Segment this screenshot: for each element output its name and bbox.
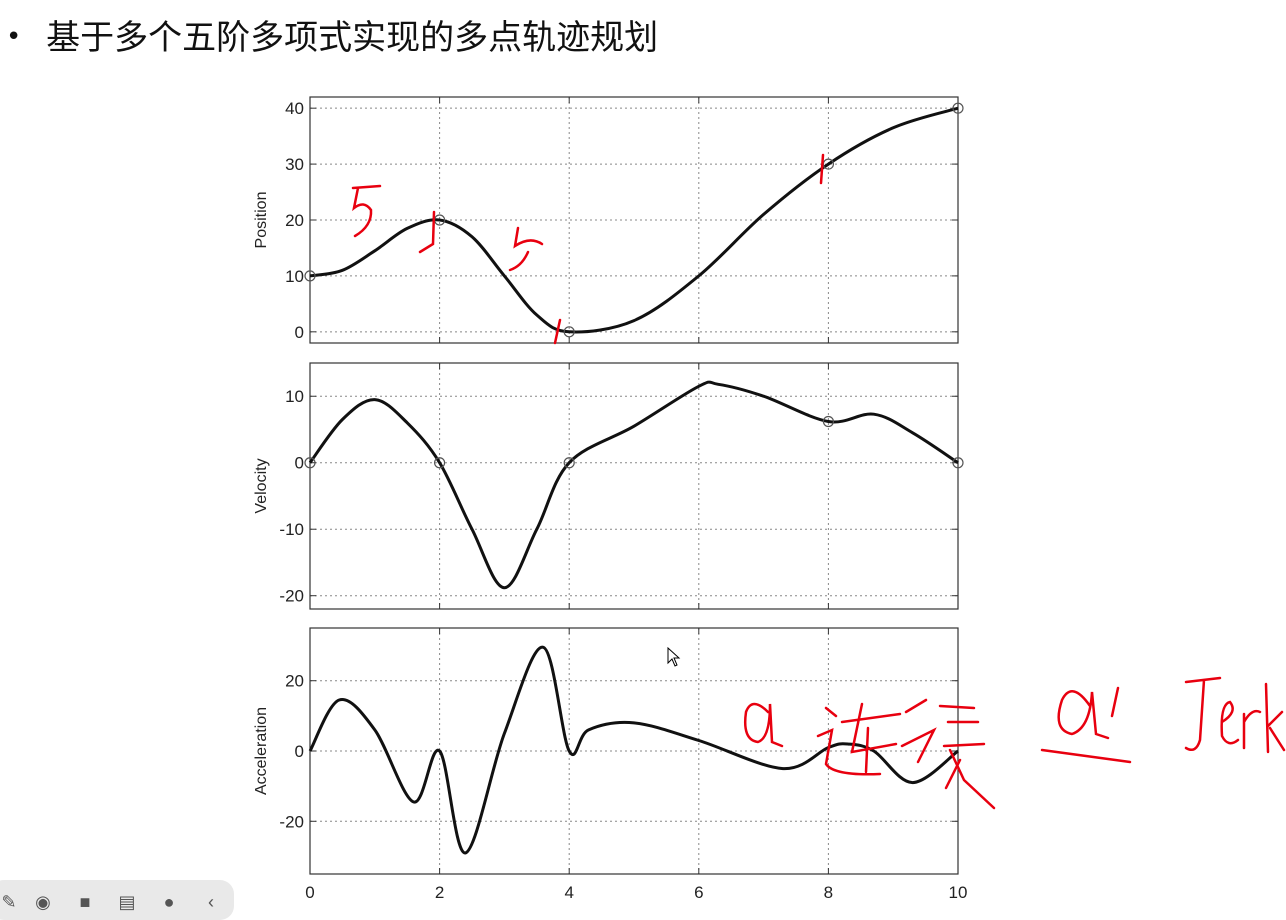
handwritten-a-stroke bbox=[744, 702, 784, 748]
y-tick-label: 30 bbox=[285, 155, 304, 174]
y-tick-label: 10 bbox=[285, 267, 304, 286]
x-tick-label: 10 bbox=[949, 883, 968, 902]
screenshot-icon[interactable]: ◉ bbox=[35, 892, 51, 912]
handwritten-tick-mark bbox=[418, 210, 436, 254]
y-axis-label: Velocity bbox=[253, 458, 270, 513]
axes-frame bbox=[309, 362, 959, 610]
y-axis-label: Acceleration bbox=[253, 707, 270, 795]
y-tick-label: 0 bbox=[295, 454, 304, 473]
x-tick-label: 0 bbox=[305, 883, 314, 902]
x-tick-label: 2 bbox=[435, 883, 444, 902]
y-tick-label: 40 bbox=[285, 99, 304, 118]
y-tick-label: -10 bbox=[279, 520, 304, 539]
waypoint-marker bbox=[563, 326, 575, 338]
handwritten-tick-mark bbox=[553, 318, 562, 345]
waypoint-marker bbox=[822, 415, 835, 428]
mouse-cursor-icon bbox=[667, 647, 681, 667]
collapse-arrow-icon[interactable]: ‹ bbox=[208, 892, 214, 912]
handwritten-five-stroke bbox=[508, 226, 544, 272]
camera-icon[interactable]: ■ bbox=[79, 892, 91, 912]
slide-title-text: 基于多个五阶多项式实现的多点轨迹规划 bbox=[46, 18, 659, 58]
y-tick-label: -20 bbox=[279, 587, 304, 606]
handwritten-five-stroke bbox=[351, 184, 382, 238]
waypoint-marker bbox=[434, 457, 446, 469]
waypoint-marker bbox=[304, 457, 316, 469]
y-axis-label: Position bbox=[253, 192, 270, 249]
notes-icon[interactable]: ▤ bbox=[118, 892, 136, 912]
y-tick-label: 20 bbox=[285, 211, 304, 230]
x-tick-label: 4 bbox=[564, 883, 573, 902]
waypoint-marker bbox=[563, 457, 575, 469]
y-tick-label: 10 bbox=[285, 387, 304, 406]
waypoint-marker bbox=[952, 102, 964, 114]
bullet-point: • bbox=[6, 22, 22, 52]
handwritten-tick-mark bbox=[819, 153, 825, 185]
handwritten-a-prime-stroke bbox=[1040, 686, 1132, 764]
handwritten-jerk-stroke bbox=[1184, 676, 1286, 754]
waypoint-marker bbox=[952, 457, 964, 469]
series-line-acceleration bbox=[308, 645, 959, 855]
x-tick-label: 6 bbox=[694, 883, 703, 902]
subplot-velocity: -20 -10 0 10 Velocity bbox=[253, 362, 964, 610]
y-tick-label: -20 bbox=[279, 812, 304, 831]
y-tick-label: 0 bbox=[295, 323, 304, 342]
handwritten-annotations bbox=[351, 153, 1286, 810]
chat-icon[interactable]: ● bbox=[163, 892, 175, 912]
subplot-position: 0 10 20 30 40 Position bbox=[253, 96, 964, 344]
y-tick-label: 0 bbox=[295, 742, 304, 761]
handwritten-lianxu-stroke bbox=[816, 698, 996, 810]
slide-toolbar: ✎ ◉ ■ ▤ ● ‹ bbox=[0, 880, 234, 920]
y-tick-label: 20 bbox=[285, 672, 304, 691]
pen-icon[interactable]: ✎ bbox=[1, 892, 17, 912]
x-tick-label: 8 bbox=[824, 883, 833, 902]
series-line-position bbox=[309, 106, 959, 334]
subplot-acceleration: -20 0 20 0 2 4 6 8 10 Acceleration bbox=[253, 627, 968, 902]
waypoint-marker bbox=[304, 270, 316, 282]
series-line-velocity bbox=[308, 380, 959, 590]
slide-title: • 基于多个五阶多项式实现的多点轨迹规划 bbox=[6, 10, 658, 59]
